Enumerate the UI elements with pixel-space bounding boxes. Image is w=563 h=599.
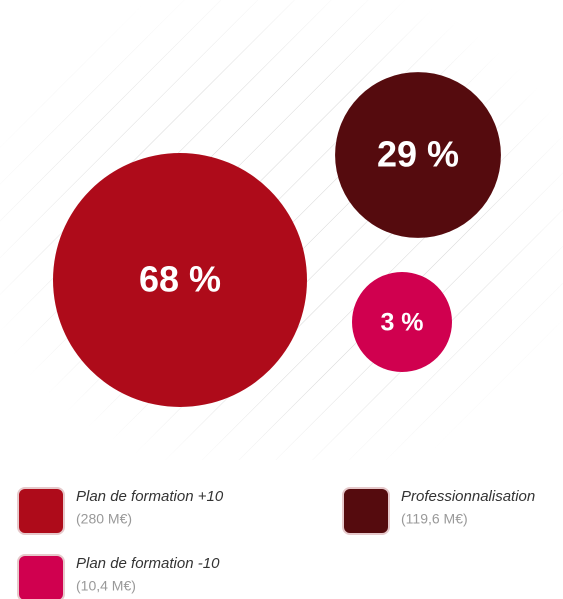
legend-detail: (280 M€) (76, 511, 132, 527)
bubble-label: 68 % (139, 259, 221, 300)
legend-name: Plan de formation +10 (76, 488, 224, 505)
bubble (335, 72, 501, 238)
legend-swatch (17, 554, 65, 599)
legend-swatch (342, 487, 390, 535)
bubble-label: 3 % (380, 309, 423, 337)
bubble (352, 272, 452, 372)
bubble (53, 153, 307, 407)
legend-name: Plan de formation -10 (76, 555, 220, 572)
legend-detail: (119,6 M€) (401, 511, 468, 527)
legend-detail: (10,4 M€) (76, 578, 136, 594)
bubble-label: 29 % (377, 134, 459, 175)
legend-swatch (17, 487, 65, 535)
legend-name: Professionnalisation (401, 488, 535, 505)
